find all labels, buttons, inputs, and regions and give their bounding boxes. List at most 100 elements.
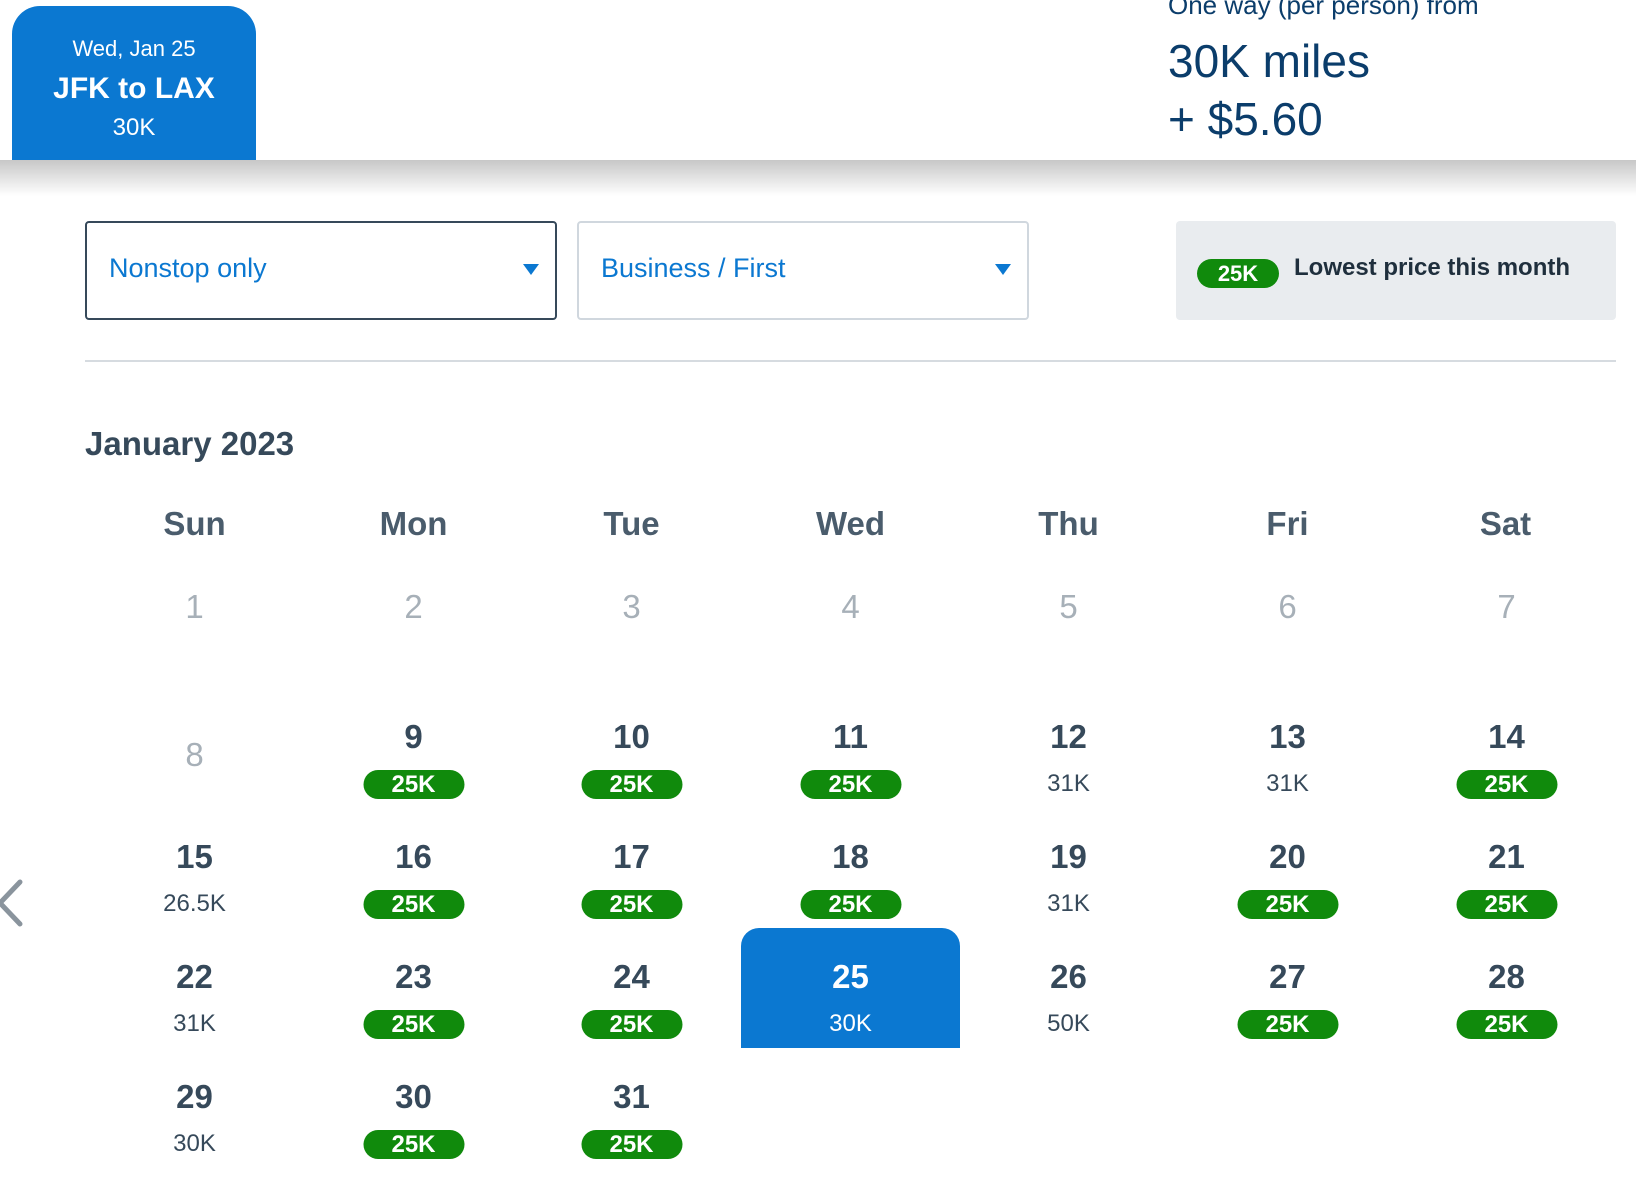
calendar-day: 6 (1178, 588, 1397, 710)
day-number: 9 (404, 718, 423, 755)
month-title: January 2023 (85, 425, 295, 462)
calendar-day: 3 (522, 588, 741, 710)
tab-price: 30K (112, 114, 156, 141)
lowest-price-badge: 25K (1237, 1010, 1338, 1039)
cabin-filter-value: Business / First (601, 253, 786, 283)
lowest-price-badge: 25K (800, 890, 901, 919)
day-number: 22 (176, 958, 213, 995)
calendar-day[interactable]: 16 25K (304, 808, 523, 928)
calendar-day[interactable]: 11 25K (741, 688, 960, 808)
lowest-price-badge: 25K (1456, 890, 1557, 919)
weekday-label: Fri (1266, 505, 1309, 542)
lowest-price-legend: 25K Lowest price this month (1176, 221, 1616, 320)
legend-text: Lowest price this month (1294, 254, 1571, 281)
lowest-price-badge: 25K (363, 1130, 464, 1159)
day-price: 31K (1047, 770, 1090, 797)
calendar-day[interactable]: 25 30K (741, 928, 960, 1048)
day-number: 20 (1269, 838, 1306, 875)
fare-cash: + $5.60 (1168, 93, 1323, 145)
lowest-price-badge: 25K (581, 890, 682, 919)
day-number: 5 (1059, 588, 1078, 625)
calendar-day[interactable]: 12 31K (959, 688, 1178, 808)
tab-date: Wed, Jan 25 (72, 36, 196, 61)
lowest-price-badge: 25K (1456, 770, 1557, 799)
day-number: 4 (841, 588, 860, 625)
calendar-day[interactable]: 21 25K (1397, 808, 1616, 928)
day-number: 3 (622, 588, 641, 625)
day-number: 14 (1488, 718, 1525, 755)
lowest-price-badge: 25K (363, 770, 464, 799)
calendar-day: 2 (304, 588, 523, 710)
day-price: 31K (1047, 890, 1090, 917)
tab-route: JFK to LAX (53, 72, 215, 105)
calendar-day[interactable]: 31 25K (522, 1048, 741, 1168)
caret-down-icon (523, 264, 539, 275)
previous-month-button[interactable] (0, 878, 28, 928)
day-number: 8 (185, 736, 204, 773)
calendar-day[interactable]: 19 31K (959, 808, 1178, 928)
lowest-price-badge: 25K (363, 890, 464, 919)
calendar-day[interactable]: 15 26.5K (85, 808, 304, 928)
day-number: 17 (613, 838, 650, 875)
fare-caption: One way (per person) from (1168, 0, 1479, 20)
day-number: 6 (1278, 588, 1297, 625)
calendar-day[interactable]: 28 25K (1397, 928, 1616, 1048)
lowest-price-badge: 25K (800, 770, 901, 799)
lowest-price-badge: 25K (581, 1010, 682, 1039)
day-price: 30K (829, 1010, 872, 1037)
calendar-day[interactable]: 22 31K (85, 928, 304, 1048)
day-number: 24 (613, 958, 650, 995)
day-number: 1 (185, 588, 204, 625)
day-number: 15 (176, 838, 213, 875)
calendar-day[interactable]: 30 25K (304, 1048, 523, 1168)
weekday-label: Sat (1479, 505, 1532, 542)
calendar-day[interactable]: 18 25K (741, 808, 960, 928)
day-price: 31K (1266, 770, 1309, 797)
stops-filter-select[interactable]: Nonstop only (85, 221, 557, 320)
day-number: 7 (1497, 588, 1516, 625)
weekday-label: Tue (603, 505, 660, 542)
day-number: 31 (613, 1078, 650, 1115)
selected-flight-tab[interactable]: Wed, Jan 25 JFK to LAX 30K (12, 6, 256, 160)
day-number: 29 (176, 1078, 213, 1115)
day-number: 13 (1269, 718, 1306, 755)
calendar-day[interactable]: 13 31K (1178, 688, 1397, 808)
calendar-day[interactable]: 20 25K (1178, 808, 1397, 928)
day-number: 28 (1488, 958, 1525, 995)
calendar-day[interactable]: 14 25K (1397, 688, 1616, 808)
caret-down-icon (995, 264, 1011, 275)
day-number: 2 (404, 588, 423, 625)
calendar-day[interactable]: 9 25K (304, 688, 523, 808)
weekday-label: Mon (379, 505, 448, 542)
calendar-day[interactable]: 26 50K (959, 928, 1178, 1048)
calendar-day[interactable]: 24 25K (522, 928, 741, 1048)
calendar-grid: 1 2 3 4 5 6 7 8 9 25K 10 25K 11 25K 12 31K 13 31K 14 25K 15 2… (85, 588, 1616, 1180)
calendar-day: 7 (1397, 588, 1616, 710)
calendar-day[interactable]: 29 30K (85, 1048, 304, 1168)
calendar-day: 1 (85, 588, 304, 710)
day-number: 19 (1050, 838, 1087, 875)
cabin-filter-select[interactable]: Business / First (577, 221, 1029, 320)
weekday-label: Sun (163, 505, 226, 542)
fare-miles: 30K miles (1168, 35, 1370, 87)
day-number: 30 (395, 1078, 432, 1115)
calendar-day: 8 (85, 688, 304, 808)
day-price: 50K (1047, 1010, 1090, 1037)
day-number: 23 (395, 958, 432, 995)
calendar-day[interactable]: 27 25K (1178, 928, 1397, 1048)
header-shadow (0, 160, 1636, 196)
calendar-day[interactable]: 10 25K (522, 688, 741, 808)
day-number: 27 (1269, 958, 1306, 995)
calendar-day[interactable]: 23 25K (304, 928, 523, 1048)
calendar-day: 4 (741, 588, 960, 710)
day-number: 26 (1050, 958, 1087, 995)
calendar-day: 5 (959, 588, 1178, 710)
day-number: 16 (395, 838, 432, 875)
calendar-day[interactable]: 17 25K (522, 808, 741, 928)
weekday-header: Sun Mon Tue Wed Thu Fri Sat (85, 505, 1615, 545)
top-header: Wed, Jan 25 JFK to LAX 30K One way (per … (0, 0, 1636, 160)
lowest-price-badge: 25K (581, 1130, 682, 1159)
lowest-price-badge: 25K (363, 1010, 464, 1039)
day-number: 25 (832, 958, 869, 995)
day-number: 10 (613, 718, 650, 755)
